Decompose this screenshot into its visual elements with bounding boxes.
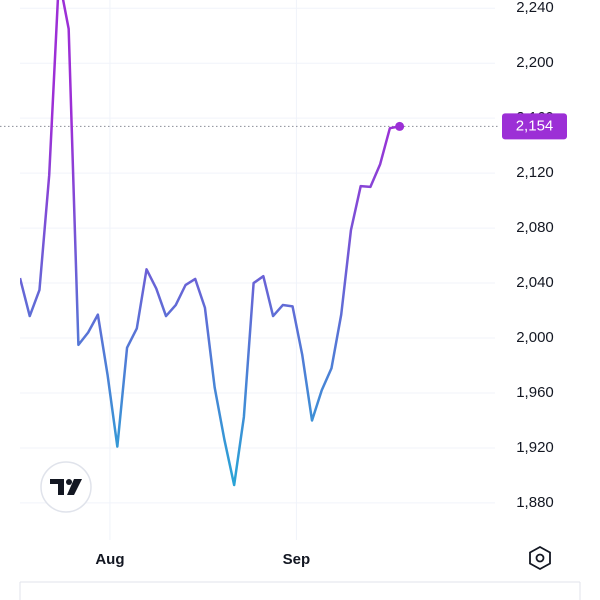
y-tick-label: 2,200: [516, 54, 554, 71]
tradingview-logo[interactable]: [40, 461, 92, 513]
y-tick-label: 2,000: [516, 329, 554, 346]
axes: 1,8801,9201,9602,0002,0402,0802,1202,160…: [95, 0, 567, 568]
y-tick-label: 2,240: [516, 0, 554, 16]
y-tick-label: 1,880: [516, 494, 554, 511]
settings-icon[interactable]: [529, 545, 551, 571]
y-tick-label: 1,960: [516, 384, 554, 401]
y-tick-label: 1,920: [516, 439, 554, 456]
grid: [0, 0, 500, 540]
y-tick-label: 2,040: [516, 274, 554, 291]
y-tick-label: 2,080: [516, 219, 554, 236]
y-tick-label: 2,120: [516, 164, 554, 181]
price-line: [20, 0, 400, 487]
series-layer: [20, 0, 405, 487]
x-tick-label: Sep: [283, 551, 311, 568]
price-label: 2,154: [516, 117, 554, 134]
last-point: [395, 121, 405, 131]
x-tick-label: Aug: [95, 551, 124, 568]
price-label-box: [502, 113, 567, 140]
